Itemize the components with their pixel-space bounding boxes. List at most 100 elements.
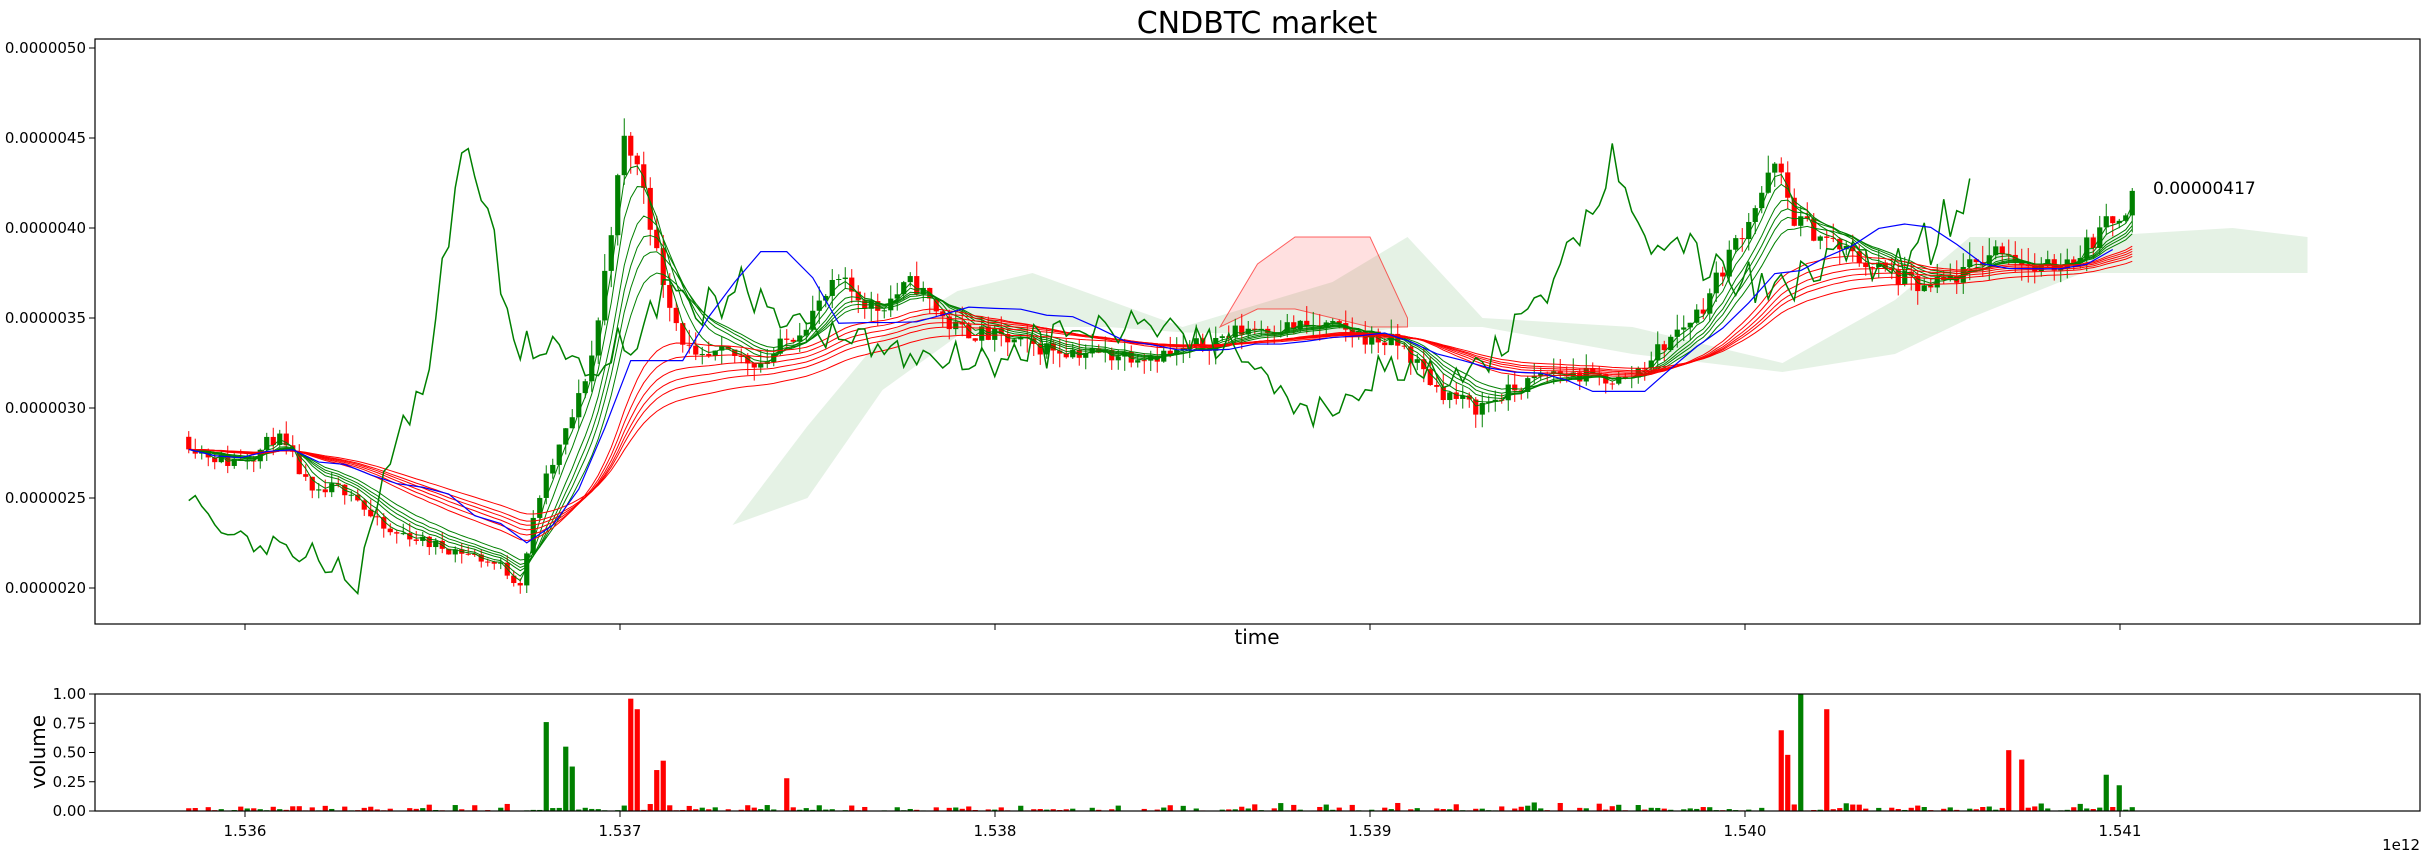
candle-body: [1388, 333, 1394, 346]
volume-bar: [1609, 806, 1615, 811]
candle-body: [537, 497, 543, 518]
volume-bar: [953, 807, 959, 811]
candle-body: [225, 454, 231, 466]
candle-body: [1239, 325, 1245, 335]
volume-bar: [407, 808, 413, 811]
candle-body: [355, 494, 361, 501]
volume-bar: [2006, 750, 2012, 811]
volume-bar: [660, 760, 666, 811]
price-x-tick-marks: [244, 624, 2121, 630]
candle-body: [517, 583, 523, 586]
last-price-annotation: 0.00000417: [2153, 179, 2256, 199]
candle-body: [855, 291, 861, 301]
candle-body: [1531, 375, 1537, 379]
chart-title: CNDBTC market: [1137, 6, 1378, 41]
volume-bar: [2032, 806, 2038, 811]
volume-bar: [1908, 807, 1914, 811]
candle-body: [1336, 321, 1342, 324]
volume-bar: [556, 807, 562, 811]
candle-body: [1694, 309, 1700, 323]
ema-long-line: [188, 250, 2133, 531]
volume-bar: [992, 809, 998, 811]
volume-x-tick-label: 1.539: [1349, 822, 1392, 840]
candle-body: [823, 295, 829, 301]
volume-x-axis: 1.536 1.537 1.538 1.539 1.540 1.541: [224, 811, 2141, 840]
candle-body: [901, 282, 907, 295]
volume-bar: [543, 722, 549, 811]
candle-body: [894, 294, 900, 299]
volume-bar: [550, 808, 556, 811]
candle-body: [602, 270, 608, 321]
volume-bar: [1993, 809, 1999, 811]
candle-body: [790, 339, 796, 342]
candle-body: [680, 323, 686, 345]
volume-bar: [1473, 808, 1479, 811]
volume-bar: [192, 808, 198, 811]
volume-bar: [706, 809, 712, 811]
candle-body: [2090, 237, 2096, 249]
candle-body: [1369, 331, 1375, 345]
volume-bar: [1843, 803, 1849, 811]
candle-body: [1083, 353, 1089, 358]
volume-bar: [1726, 809, 1732, 811]
price-y-tick-label: 0.0000050: [5, 39, 86, 57]
volume-bar: [712, 807, 718, 811]
candle-body: [1713, 272, 1719, 294]
volume-x-tick-label: 1.537: [599, 822, 642, 840]
volume-bar: [1661, 808, 1667, 811]
volume-bar: [1876, 807, 1882, 811]
volume-bar: [933, 807, 939, 811]
candle-body: [1967, 259, 1973, 268]
candle-body: [361, 500, 367, 510]
candle-body: [660, 248, 666, 286]
candle-body: [1252, 328, 1258, 330]
x-axis-label: time: [1234, 625, 1279, 649]
candle-body: [1843, 245, 1849, 250]
volume-bar: [1018, 805, 1024, 811]
price-y-tick-label: 0.0000025: [5, 489, 86, 507]
volume-bar: [1655, 807, 1661, 811]
candle-body: [849, 277, 855, 292]
candle-body: [1889, 268, 1895, 271]
volume-bar: [595, 809, 601, 811]
candle-body: [1330, 321, 1336, 323]
volume-bar: [1518, 806, 1524, 811]
volume-x-tick-label: 1.538: [974, 822, 1017, 840]
volume-bar: [2123, 809, 2129, 811]
price-y-tick-label: 0.0000045: [5, 129, 86, 147]
candle-body: [758, 364, 764, 368]
volume-bar: [576, 809, 582, 811]
candle-body: [374, 516, 380, 518]
volume-bar: [270, 806, 276, 811]
candle-body: [810, 310, 816, 330]
volume-bar: [1447, 809, 1453, 811]
candle-body: [1973, 259, 1979, 263]
candle-body: [1609, 383, 1615, 385]
volume-bar: [498, 807, 504, 811]
volume-bar: [1050, 809, 1056, 811]
volume-y-tick-label: 0.00: [53, 802, 86, 820]
candle-body: [1642, 368, 1648, 370]
candle-body: [465, 553, 471, 555]
candle-body: [673, 307, 679, 324]
volume-bar: [1616, 804, 1622, 811]
volume-bar: [582, 807, 588, 811]
volume-bar: [829, 809, 835, 811]
candle-body: [972, 338, 978, 341]
volume-bar: [2084, 808, 2090, 811]
candle-body: [511, 575, 517, 584]
candle-body: [608, 235, 614, 271]
volume-bar: [1031, 809, 1037, 811]
volume-bar: [2071, 807, 2077, 811]
volume-bar: [1414, 808, 1420, 811]
volume-bar: [1837, 808, 1843, 811]
volume-bar: [862, 806, 868, 811]
candle-body: [498, 562, 504, 564]
candle-body: [1427, 369, 1433, 386]
volume-bar: [342, 806, 348, 811]
volume-x-tick-label: 1.536: [224, 822, 267, 840]
volume-bar: [693, 809, 699, 811]
volume-bar: [823, 809, 829, 811]
candle-body: [1739, 238, 1745, 240]
candle-body: [530, 517, 536, 554]
